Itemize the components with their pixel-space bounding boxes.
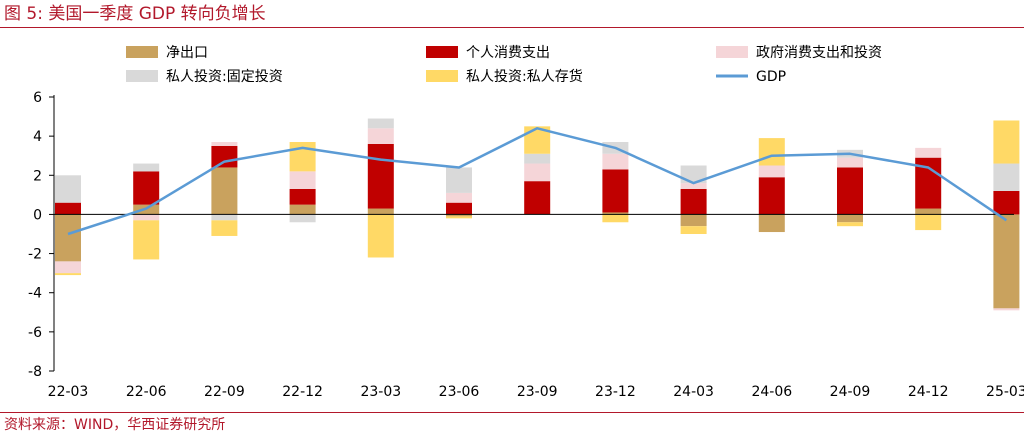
bar-1-24-06	[758, 177, 785, 215]
bar-1-22-06	[133, 171, 160, 205]
legend-label-5: GDP	[756, 69, 786, 85]
bar-1-22-09	[211, 145, 238, 168]
y-tick-label: -8	[28, 364, 42, 380]
legend-swatch-3	[126, 70, 158, 82]
source-rule	[0, 412, 1024, 413]
x-tick-label: 24-09	[830, 384, 871, 400]
x-tick-label: 23-06	[439, 384, 480, 400]
bar-0-24-03	[680, 214, 707, 227]
bar-3-22-03	[55, 175, 81, 203]
bar-2-22-12	[289, 171, 316, 189]
bar-4-24-06	[758, 138, 785, 166]
bar-2-22-06	[133, 214, 160, 221]
bar-4-25-03	[993, 120, 1020, 164]
bar-0-25-03	[993, 214, 1020, 309]
legend-label-4: 私人投资:私人存货	[466, 68, 583, 85]
bar-4-24-09	[837, 222, 863, 227]
bar-0-22-12	[289, 204, 316, 215]
x-tick-label: 23-03	[360, 384, 401, 400]
bar-3-22-06	[133, 163, 160, 172]
x-tick-label: 25-03	[986, 384, 1024, 400]
x-tick-label: 22-09	[204, 384, 245, 400]
bar-1-25-03	[993, 190, 1020, 215]
bar-1-24-09	[837, 167, 863, 215]
bar-4-23-06	[446, 216, 472, 219]
legend-swatch-0	[126, 46, 158, 58]
bar-3-22-12	[289, 214, 316, 223]
bar-2-24-12	[915, 147, 942, 158]
y-tick-label: -4	[28, 286, 42, 302]
x-tick-label: 24-03	[673, 384, 714, 400]
bar-0-23-06	[446, 214, 472, 217]
bar-4-23-03	[367, 214, 394, 258]
y-tick-label: -2	[28, 247, 42, 263]
bar-3-22-09	[211, 214, 238, 221]
x-tick-label: 23-09	[517, 384, 558, 400]
bar-4-24-03	[680, 226, 707, 234]
legend-label-2: 政府消费支出和投资	[756, 45, 882, 61]
bar-1-22-03	[55, 202, 81, 215]
bar-2-22-09	[211, 142, 238, 146]
x-tick-label: 24-06	[751, 384, 792, 400]
bar-0-22-09	[211, 167, 238, 215]
bar-3-23-03	[367, 118, 394, 129]
bar-2-23-09	[524, 163, 551, 182]
legend-swatch-1	[426, 46, 458, 58]
bar-0-24-06	[758, 214, 785, 233]
legend-label-1: 个人消费支出	[466, 45, 550, 61]
bar-4-24-12	[915, 214, 942, 231]
bar-1-23-12	[602, 169, 629, 213]
bar-4-23-12	[602, 214, 629, 223]
bar-1-23-06	[446, 202, 472, 215]
bar-4-22-12	[289, 142, 316, 172]
bar-2-25-03	[993, 308, 1020, 311]
bar-3-24-03	[680, 165, 707, 184]
y-tick-label: 6	[33, 90, 42, 106]
y-tick-label: 0	[33, 207, 42, 223]
bar-2-22-03	[55, 261, 81, 274]
bar-1-23-03	[367, 143, 394, 209]
legend-swatch-2	[716, 46, 748, 58]
x-tick-label: 23-12	[595, 384, 636, 400]
bar-2-24-09	[837, 157, 863, 168]
bar-4-22-06	[133, 220, 160, 260]
bar-3-23-06	[446, 167, 472, 193]
x-tick-label: 22-06	[126, 384, 167, 400]
bar-2-24-06	[758, 165, 785, 178]
x-tick-label: 24-12	[908, 384, 949, 400]
y-tick-label: 2	[33, 168, 42, 184]
bar-2-23-03	[367, 128, 394, 144]
title-rule	[0, 27, 1024, 28]
x-tick-label: 22-03	[48, 384, 89, 400]
legend-label-3: 私人投资:固定投资	[166, 69, 283, 85]
bar-0-23-12	[602, 212, 629, 215]
bar-4-22-09	[211, 220, 238, 236]
y-tick-label: -6	[28, 325, 42, 341]
source-note: 资料来源：WIND，华西证券研究所	[4, 417, 226, 433]
x-tick-label: 22-12	[282, 384, 323, 400]
bar-2-24-03	[680, 183, 707, 189]
bar-3-23-09	[524, 153, 551, 164]
bar-2-23-06	[446, 192, 472, 203]
bar-2-23-12	[602, 153, 629, 170]
bar-4-22-03	[55, 273, 81, 276]
bar-0-24-12	[915, 208, 942, 215]
bar-3-25-03	[993, 163, 1020, 191]
bar-0-22-03	[55, 214, 81, 262]
bar-0-24-09	[837, 214, 863, 223]
y-tick-label: 4	[33, 129, 42, 145]
chart-title: 图 5: 美国一季度 GDP 转向负增长	[4, 4, 266, 24]
bar-1-24-03	[680, 188, 707, 215]
bar-1-22-12	[289, 188, 316, 205]
bar-0-23-03	[367, 208, 394, 215]
bar-1-23-09	[524, 181, 551, 215]
legend-label-0: 净出口	[166, 45, 208, 61]
legend-swatch-4	[426, 70, 458, 82]
